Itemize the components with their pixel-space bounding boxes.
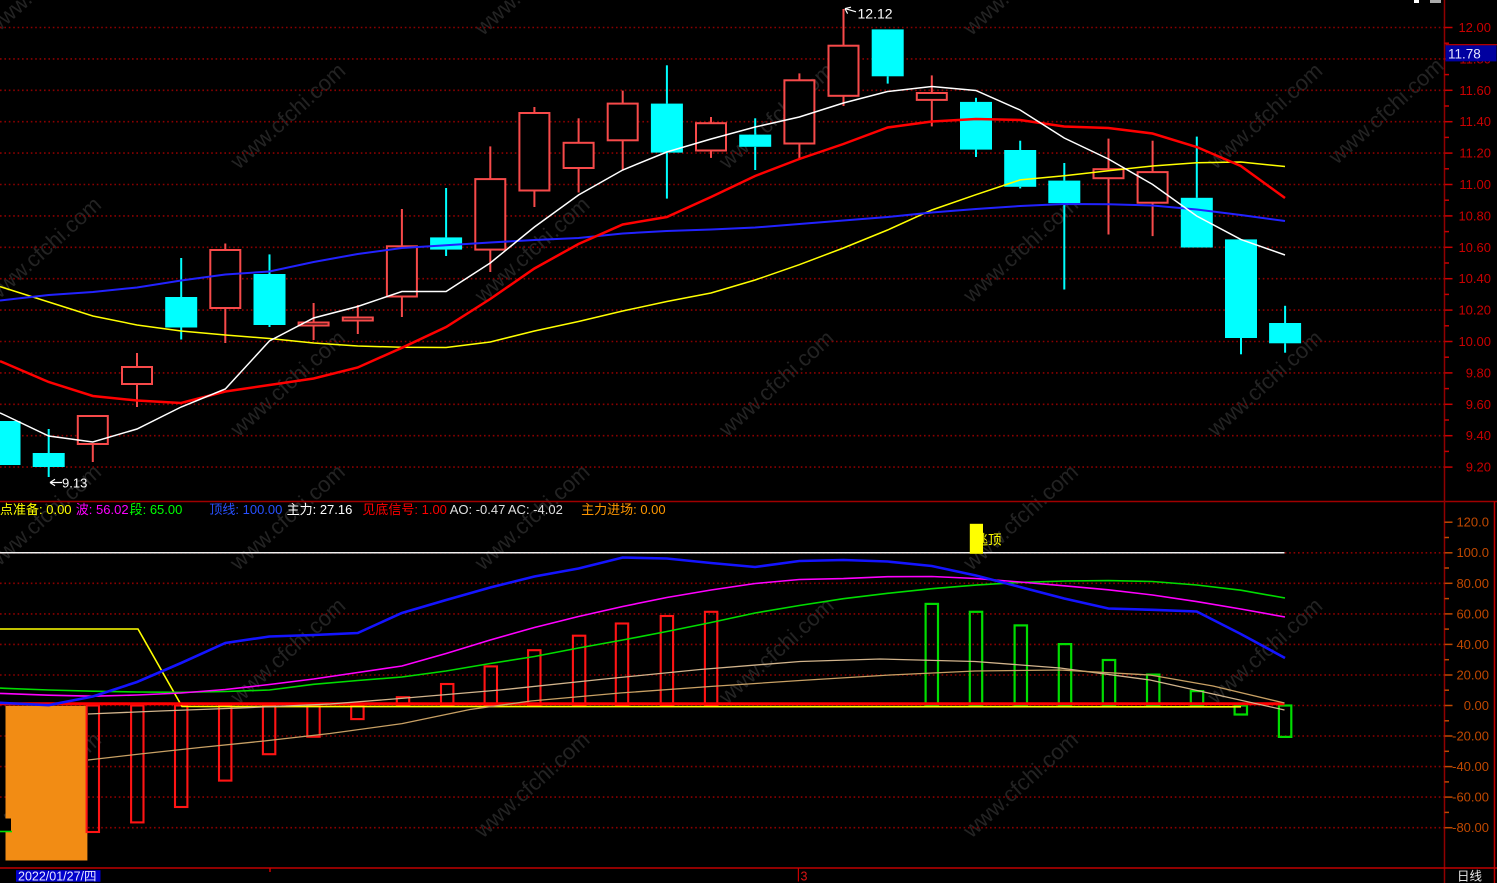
svg-text:11.40: 11.40 — [1459, 114, 1491, 129]
svg-text:AC: -4.02: AC: -4.02 — [508, 502, 563, 517]
svg-text:60.00: 60.00 — [1456, 606, 1489, 621]
svg-text:9.40: 9.40 — [1466, 428, 1491, 443]
svg-text:见底信号: 1.00: 见底信号: 1.00 — [362, 502, 447, 517]
svg-text:10.80: 10.80 — [1458, 208, 1491, 223]
svg-text:-20.00: -20.00 — [1452, 729, 1489, 744]
svg-text:100.0: 100.0 — [1456, 545, 1489, 560]
svg-text:11.00: 11.00 — [1459, 177, 1491, 192]
svg-text:波: 56.02: 波: 56.02 — [76, 502, 129, 517]
svg-text:11.20: 11.20 — [1459, 146, 1491, 161]
svg-text:10.40: 10.40 — [1458, 271, 1491, 286]
svg-text:9.80: 9.80 — [1466, 365, 1491, 380]
svg-text:AO: -0.47: AO: -0.47 — [450, 502, 506, 517]
svg-text:主力: 27.16: 主力: 27.16 — [287, 502, 353, 517]
svg-text:12.00: 12.00 — [1458, 20, 1491, 35]
svg-text:0.00: 0.00 — [1464, 698, 1489, 713]
svg-text:段: 65.00: 段: 65.00 — [130, 502, 183, 517]
svg-text:120.0: 120.0 — [1456, 515, 1489, 530]
svg-text:主力进场: 0.00: 主力进场: 0.00 — [581, 502, 666, 517]
svg-text:40.00: 40.00 — [1456, 637, 1489, 652]
svg-text:10.20: 10.20 — [1458, 303, 1491, 318]
svg-text:顶线: 100.00: 顶线: 100.00 — [209, 502, 282, 517]
svg-text:-80.00: -80.00 — [1452, 820, 1489, 835]
svg-text:80.00: 80.00 — [1456, 576, 1489, 591]
svg-text:日线: 日线 — [1457, 870, 1483, 883]
svg-text:-60.00: -60.00 — [1452, 790, 1489, 805]
svg-text:点准备: 0.00: 点准备: 0.00 — [0, 502, 72, 517]
svg-text:2022/01/27/四: 2022/01/27/四 — [18, 870, 97, 883]
svg-text:3: 3 — [801, 870, 808, 883]
svg-text:-40.00: -40.00 — [1452, 759, 1489, 774]
svg-text:12.12: 12.12 — [858, 5, 893, 21]
svg-text:9.60: 9.60 — [1466, 397, 1491, 412]
svg-text:11.60: 11.60 — [1459, 83, 1491, 98]
svg-text:20.00: 20.00 — [1456, 668, 1489, 683]
svg-text:逃顶: 逃顶 — [975, 532, 1002, 547]
svg-text:9.20: 9.20 — [1466, 460, 1491, 475]
svg-text:10.00: 10.00 — [1458, 334, 1491, 349]
svg-text:11.78: 11.78 — [1448, 47, 1481, 62]
svg-text:10.60: 10.60 — [1458, 240, 1491, 255]
svg-text:9.13: 9.13 — [62, 476, 87, 491]
